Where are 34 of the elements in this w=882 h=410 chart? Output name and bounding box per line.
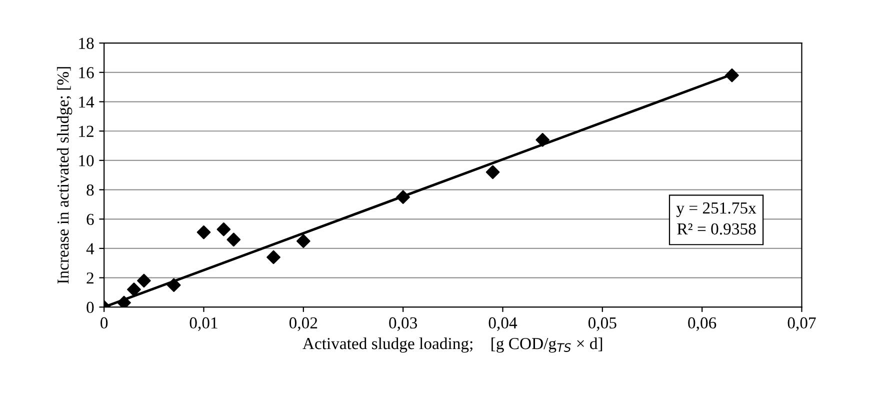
x-tick-label: 0 xyxy=(100,317,108,329)
x-tick-label: 0,05 xyxy=(588,317,616,331)
point xyxy=(137,274,151,288)
point xyxy=(725,68,739,82)
point xyxy=(296,234,310,248)
x-axis-title: Activated sludge loading; [g COD/g$_{TS}$ × d] xyxy=(302,337,602,353)
x-tick-label: 0,01 xyxy=(190,317,218,331)
y-tick-label: 12 xyxy=(79,126,94,137)
point xyxy=(196,225,211,240)
y-tick-label: 10 xyxy=(79,155,94,166)
point xyxy=(166,278,181,292)
annotation: y = 251.75x R² = 0.9358 xyxy=(676,202,756,235)
y-axis-title: Increase in activated sludge; [%] xyxy=(56,67,72,284)
point xyxy=(536,132,550,147)
point xyxy=(117,296,131,308)
x-tick-label: 0,02 xyxy=(289,317,318,331)
point xyxy=(266,250,280,264)
y-tick-label: 18 xyxy=(79,38,94,49)
y-tick-label: 4 xyxy=(86,243,94,254)
point xyxy=(396,190,410,204)
y-tick-label: 0 xyxy=(86,302,94,314)
point xyxy=(486,165,500,180)
y-tick-label: 14 xyxy=(79,96,94,108)
x-tick-label: 0,07 xyxy=(788,317,816,331)
x-tick-label: 0,03 xyxy=(389,317,418,331)
x-tick-label: 0,04 xyxy=(488,317,518,331)
point xyxy=(127,282,141,296)
y-tick-label: 16 xyxy=(79,67,94,78)
point xyxy=(216,222,231,236)
y-tick-label: 6 xyxy=(86,214,94,226)
y-tick-label: 2 xyxy=(86,272,94,284)
x-tick-label: 0,06 xyxy=(688,317,716,331)
point xyxy=(226,232,241,247)
y-tick-label: 8 xyxy=(86,184,94,196)
